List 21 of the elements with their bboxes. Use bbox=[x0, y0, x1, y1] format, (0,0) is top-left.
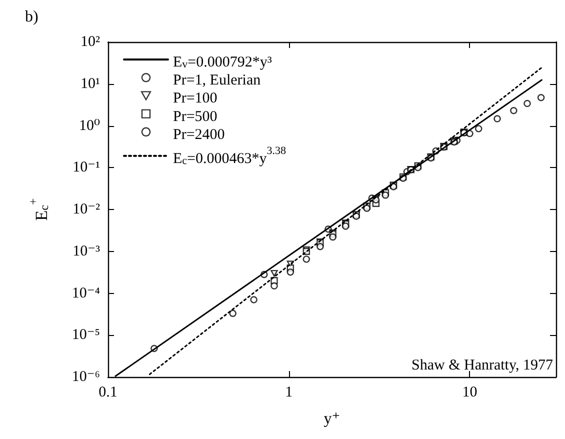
x-tick-label: 10 bbox=[462, 384, 478, 400]
y-tick-label: 10⁻² bbox=[72, 202, 100, 218]
chart-title: b) bbox=[25, 8, 38, 26]
legend-label: Pr=100 bbox=[173, 90, 218, 107]
x-tick-label: 0.1 bbox=[98, 384, 118, 400]
annotation: Shaw & Hanratty, 1977 bbox=[411, 358, 554, 374]
y-tick-label: 10⁻⁴ bbox=[72, 285, 100, 302]
y-axis-title: Ec+ bbox=[26, 198, 51, 221]
y-tick-label: 10² bbox=[80, 34, 100, 50]
legend-label: Pr=500 bbox=[173, 108, 218, 125]
y-tick-label: 10⁻³ bbox=[72, 243, 100, 260]
legend-label: Pr=2400 bbox=[173, 126, 225, 143]
y-tick-label: 10⁻¹ bbox=[72, 160, 100, 176]
legend-label: Ev=0.000792*y³ bbox=[173, 54, 272, 70]
x-tick-label: 1 bbox=[285, 384, 293, 400]
y-tick-label: 10¹ bbox=[80, 76, 100, 92]
y-tick-label: 10⁻⁵ bbox=[72, 327, 100, 344]
y-tick-label: 10⁰ bbox=[78, 118, 100, 134]
legend-label: Pr=1, Eulerian bbox=[173, 72, 262, 89]
y-tick-label: 10⁻⁶ bbox=[72, 369, 100, 385]
x-axis-title: y⁺ bbox=[324, 410, 340, 428]
